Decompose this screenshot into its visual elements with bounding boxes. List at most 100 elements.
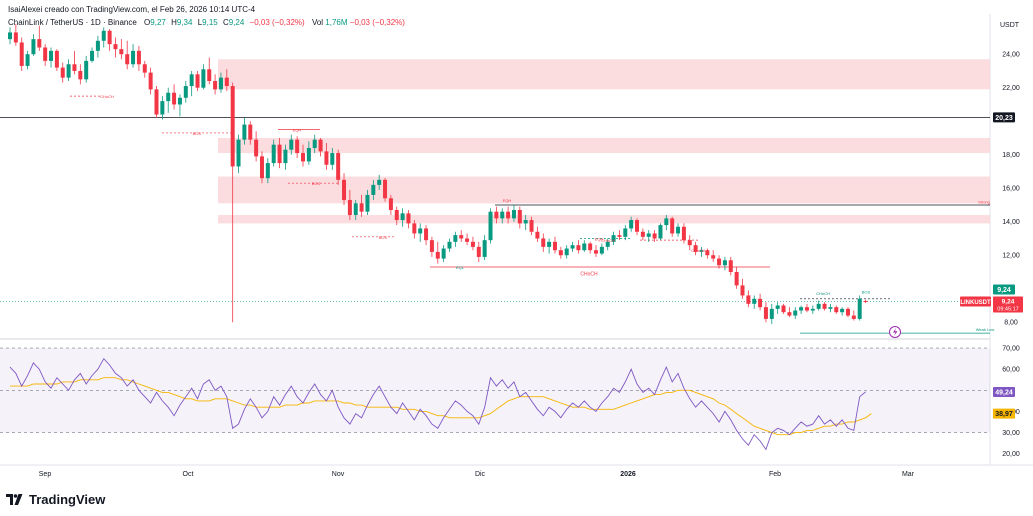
- level-marker-text: 20,23: [995, 115, 1013, 122]
- candle-body: [517, 210, 522, 224]
- candle-body: [95, 40, 100, 51]
- candle-body: [72, 64, 77, 71]
- currency-label: USDT: [1000, 22, 1020, 29]
- candle-body: [218, 77, 223, 90]
- low-value: 9,15: [202, 18, 218, 27]
- candle-body: [189, 74, 194, 87]
- price-chart[interactable]: USDT 24,0022,0018,0016,0014,0012,008,00 …: [0, 0, 1033, 490]
- candle-body: [25, 54, 30, 66]
- time-tick-label: 2026: [620, 471, 636, 478]
- candles: [8, 24, 868, 324]
- candle-body: [605, 241, 610, 247]
- candle-body: [312, 139, 317, 149]
- candle-body: [359, 203, 364, 212]
- candle-body: [365, 194, 370, 212]
- candle-body: [594, 250, 598, 254]
- change-value: −0,03 (−0,32%): [249, 18, 305, 27]
- volume-label: Vol: [311, 18, 324, 27]
- candle-body: [763, 307, 768, 319]
- time-tick-label: Mar: [902, 471, 915, 478]
- candle-body: [412, 223, 417, 234]
- candle-body: [224, 77, 229, 87]
- candle-body: [435, 251, 440, 259]
- candle-body: [617, 235, 622, 237]
- high-value: 9,34: [176, 18, 193, 27]
- symbol-title[interactable]: ChainLink / TetherUS · 1D · Binance: [8, 18, 137, 27]
- candle-body: [640, 231, 645, 237]
- time-tick-label: Oct: [183, 471, 194, 478]
- supply-zone: [218, 137, 990, 154]
- candle-body: [43, 47, 48, 61]
- candle-body: [306, 148, 311, 162]
- candle-body: [113, 44, 118, 50]
- candle-body: [664, 218, 669, 226]
- candle-body: [295, 139, 300, 154]
- candle-body: [453, 235, 458, 242]
- price-tick-label: 18,00: [1002, 152, 1020, 159]
- candle-body: [265, 163, 270, 179]
- high-label: H: [171, 18, 177, 27]
- candle-body: [125, 54, 130, 65]
- candle-body: [342, 179, 347, 200]
- candle-body: [8, 32, 12, 40]
- price-marker-bg: [993, 284, 1015, 295]
- candle-body: [336, 153, 341, 180]
- lightning-icon[interactable]: [889, 326, 901, 338]
- candle-body: [347, 199, 352, 216]
- candle-body: [447, 241, 452, 249]
- volume-value: 1,76M: [325, 18, 348, 27]
- rsi-ma-line: [10, 377, 872, 436]
- level-marker: 20,23: [993, 112, 1015, 123]
- symbol-badge-bg: [960, 296, 991, 307]
- candle-body: [248, 124, 253, 140]
- candle-body: [213, 81, 218, 90]
- candle-body: [693, 245, 698, 252]
- annotation-label: EQL: [456, 265, 465, 270]
- annotation-label: BOS: [312, 181, 321, 186]
- price-tick-label: 8,00: [1004, 320, 1018, 327]
- price-tick-label: 12,00: [1002, 253, 1020, 260]
- candle-body: [863, 300, 868, 302]
- time-axis: Sep Oct Nov Dic 2026 Feb Mar: [39, 471, 915, 478]
- candle-body: [635, 220, 640, 232]
- time-tick-label: Nov: [332, 471, 345, 478]
- candle-body: [588, 243, 593, 251]
- candle-body: [529, 220, 534, 232]
- rsi-ma-marker: 38,97: [993, 408, 1015, 419]
- rsi-marker-text: 49,24: [995, 389, 1013, 396]
- tradingview-logo-text: TradingView: [29, 492, 106, 507]
- candle-body: [541, 238, 546, 247]
- candle-body: [154, 89, 159, 115]
- candle-body: [177, 97, 182, 105]
- candle-body: [383, 179, 388, 199]
- candle-body: [570, 245, 575, 249]
- candle-body: [54, 50, 59, 68]
- candle-body: [160, 101, 165, 115]
- candle-body: [810, 308, 815, 311]
- candle-body: [547, 241, 552, 247]
- supply-zone: [218, 215, 990, 224]
- candle-body: [271, 144, 276, 164]
- candle-body: [277, 144, 282, 164]
- candle-body: [851, 315, 856, 319]
- open-value: 9,27: [150, 18, 166, 27]
- annotation-label: BOS: [862, 289, 871, 294]
- candle-body: [330, 153, 335, 165]
- rsi-marker-bg: [993, 386, 1015, 397]
- candle-body: [781, 305, 786, 313]
- candle-body: [148, 72, 153, 90]
- candle-body: [494, 211, 499, 219]
- time-tick-label: Sep: [39, 471, 52, 478]
- candle-body: [599, 246, 604, 254]
- tradingview-logo[interactable]: TradingView: [6, 492, 105, 507]
- candle-body: [488, 211, 493, 241]
- symbol-badge-text: LINKUSDT: [960, 300, 991, 306]
- time-tick-label: Feb: [769, 471, 781, 478]
- candle-body: [857, 298, 862, 319]
- candle-body: [441, 248, 446, 259]
- candle-body: [793, 310, 798, 316]
- candle-body: [37, 39, 42, 48]
- candle-body: [676, 226, 681, 234]
